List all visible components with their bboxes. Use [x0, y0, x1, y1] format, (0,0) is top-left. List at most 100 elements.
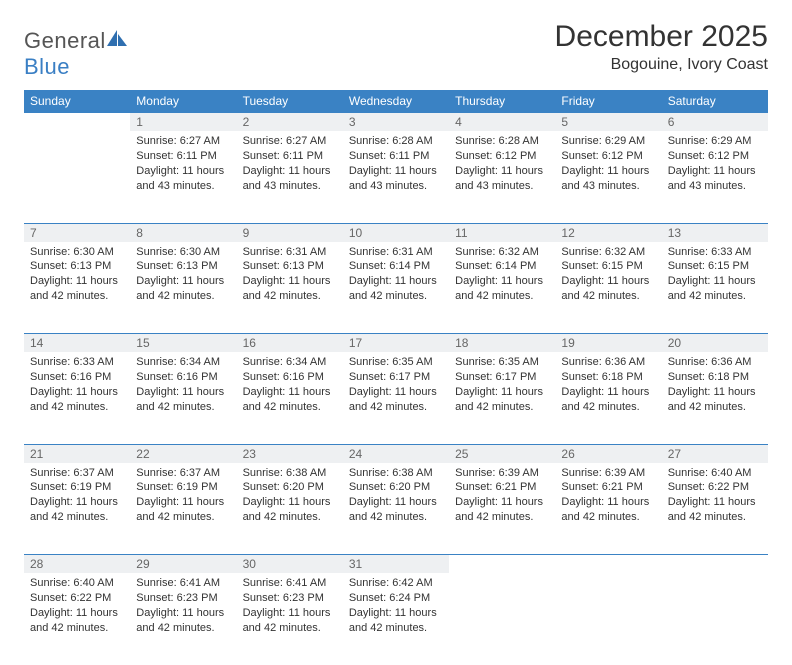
- sunrise-text: Sunrise: 6:32 AM: [455, 245, 549, 260]
- day-cell-content: Sunrise: 6:32 AMSunset: 6:15 PMDaylight:…: [555, 242, 661, 310]
- day-cell: Sunrise: 6:35 AMSunset: 6:17 PMDaylight:…: [449, 352, 555, 444]
- day-cell: Sunrise: 6:31 AMSunset: 6:14 PMDaylight:…: [343, 242, 449, 334]
- day-cell: Sunrise: 6:38 AMSunset: 6:20 PMDaylight:…: [237, 463, 343, 555]
- day-cell-content: Sunrise: 6:28 AMSunset: 6:11 PMDaylight:…: [343, 131, 449, 199]
- sunset-text: Sunset: 6:12 PM: [455, 149, 549, 164]
- day-cell-content: Sunrise: 6:37 AMSunset: 6:19 PMDaylight:…: [130, 463, 236, 531]
- day-cell-content: Sunrise: 6:31 AMSunset: 6:14 PMDaylight:…: [343, 242, 449, 310]
- day-header: Wednesday: [343, 90, 449, 113]
- day-number: 26: [555, 444, 661, 463]
- day-cell: Sunrise: 6:28 AMSunset: 6:11 PMDaylight:…: [343, 131, 449, 223]
- sunrise-text: Sunrise: 6:41 AM: [136, 576, 230, 591]
- sunset-text: Sunset: 6:13 PM: [136, 259, 230, 274]
- daylight-text: Daylight: 11 hours and 43 minutes.: [668, 164, 762, 194]
- day-number: [449, 555, 555, 574]
- day-header: Monday: [130, 90, 236, 113]
- day-cell-content: Sunrise: 6:38 AMSunset: 6:20 PMDaylight:…: [343, 463, 449, 531]
- day-number: 8: [130, 223, 236, 242]
- sunrise-text: Sunrise: 6:35 AM: [455, 355, 549, 370]
- sunset-text: Sunset: 6:16 PM: [136, 370, 230, 385]
- day-number-row: 28293031: [24, 555, 768, 574]
- sunrise-text: Sunrise: 6:41 AM: [243, 576, 337, 591]
- sunset-text: Sunset: 6:16 PM: [243, 370, 337, 385]
- day-cell: Sunrise: 6:35 AMSunset: 6:17 PMDaylight:…: [343, 352, 449, 444]
- week-row: Sunrise: 6:37 AMSunset: 6:19 PMDaylight:…: [24, 463, 768, 555]
- header: GeneralBlue December 2025 Bogouine, Ivor…: [24, 20, 768, 80]
- sunset-text: Sunset: 6:17 PM: [349, 370, 443, 385]
- sunset-text: Sunset: 6:23 PM: [243, 591, 337, 606]
- day-cell: Sunrise: 6:27 AMSunset: 6:11 PMDaylight:…: [130, 131, 236, 223]
- day-number-row: 78910111213: [24, 223, 768, 242]
- day-number: 10: [343, 223, 449, 242]
- daylight-text: Daylight: 11 hours and 42 minutes.: [136, 274, 230, 304]
- day-number: 19: [555, 334, 661, 353]
- day-cell-content: Sunrise: 6:40 AMSunset: 6:22 PMDaylight:…: [24, 573, 130, 641]
- day-cell: [662, 573, 768, 665]
- sunset-text: Sunset: 6:11 PM: [136, 149, 230, 164]
- day-cell: Sunrise: 6:30 AMSunset: 6:13 PMDaylight:…: [24, 242, 130, 334]
- sunrise-text: Sunrise: 6:39 AM: [561, 466, 655, 481]
- day-cell: Sunrise: 6:39 AMSunset: 6:21 PMDaylight:…: [449, 463, 555, 555]
- day-number: 15: [130, 334, 236, 353]
- sunset-text: Sunset: 6:20 PM: [349, 480, 443, 495]
- day-number: 1: [130, 113, 236, 132]
- week-row: Sunrise: 6:40 AMSunset: 6:22 PMDaylight:…: [24, 573, 768, 665]
- sunset-text: Sunset: 6:14 PM: [455, 259, 549, 274]
- day-number: 31: [343, 555, 449, 574]
- day-cell: Sunrise: 6:38 AMSunset: 6:20 PMDaylight:…: [343, 463, 449, 555]
- sunrise-text: Sunrise: 6:35 AM: [349, 355, 443, 370]
- day-header: Saturday: [662, 90, 768, 113]
- sunset-text: Sunset: 6:12 PM: [668, 149, 762, 164]
- day-number: 4: [449, 113, 555, 132]
- day-cell: Sunrise: 6:27 AMSunset: 6:11 PMDaylight:…: [237, 131, 343, 223]
- day-cell: Sunrise: 6:29 AMSunset: 6:12 PMDaylight:…: [662, 131, 768, 223]
- daylight-text: Daylight: 11 hours and 42 minutes.: [668, 495, 762, 525]
- daylight-text: Daylight: 11 hours and 42 minutes.: [243, 606, 337, 636]
- day-cell: Sunrise: 6:41 AMSunset: 6:23 PMDaylight:…: [237, 573, 343, 665]
- day-number: 22: [130, 444, 236, 463]
- week-row: Sunrise: 6:33 AMSunset: 6:16 PMDaylight:…: [24, 352, 768, 444]
- day-cell-content: Sunrise: 6:35 AMSunset: 6:17 PMDaylight:…: [343, 352, 449, 420]
- sunrise-text: Sunrise: 6:32 AM: [561, 245, 655, 260]
- sunset-text: Sunset: 6:18 PM: [668, 370, 762, 385]
- day-cell-content: Sunrise: 6:34 AMSunset: 6:16 PMDaylight:…: [237, 352, 343, 420]
- day-cell-content: Sunrise: 6:27 AMSunset: 6:11 PMDaylight:…: [130, 131, 236, 199]
- sunrise-text: Sunrise: 6:38 AM: [349, 466, 443, 481]
- sunset-text: Sunset: 6:13 PM: [243, 259, 337, 274]
- sunrise-text: Sunrise: 6:28 AM: [455, 134, 549, 149]
- daylight-text: Daylight: 11 hours and 42 minutes.: [243, 274, 337, 304]
- day-number: 29: [130, 555, 236, 574]
- logo-sail-icon: [107, 30, 127, 46]
- location-label: Bogouine, Ivory Coast: [555, 56, 768, 74]
- day-cell: [555, 573, 661, 665]
- daylight-text: Daylight: 11 hours and 42 minutes.: [30, 606, 124, 636]
- day-header: Thursday: [449, 90, 555, 113]
- day-number: 6: [662, 113, 768, 132]
- sunset-text: Sunset: 6:13 PM: [30, 259, 124, 274]
- day-cell: Sunrise: 6:33 AMSunset: 6:15 PMDaylight:…: [662, 242, 768, 334]
- day-cell: Sunrise: 6:32 AMSunset: 6:15 PMDaylight:…: [555, 242, 661, 334]
- day-cell-content: Sunrise: 6:41 AMSunset: 6:23 PMDaylight:…: [130, 573, 236, 641]
- day-number: 17: [343, 334, 449, 353]
- daylight-text: Daylight: 11 hours and 42 minutes.: [349, 274, 443, 304]
- day-cell: Sunrise: 6:33 AMSunset: 6:16 PMDaylight:…: [24, 352, 130, 444]
- day-number: [662, 555, 768, 574]
- day-cell-content: Sunrise: 6:42 AMSunset: 6:24 PMDaylight:…: [343, 573, 449, 641]
- day-cell: Sunrise: 6:34 AMSunset: 6:16 PMDaylight:…: [237, 352, 343, 444]
- sunrise-text: Sunrise: 6:31 AM: [243, 245, 337, 260]
- sunset-text: Sunset: 6:23 PM: [136, 591, 230, 606]
- day-number: 9: [237, 223, 343, 242]
- day-number-row: 123456: [24, 113, 768, 132]
- sunset-text: Sunset: 6:21 PM: [561, 480, 655, 495]
- sunrise-text: Sunrise: 6:34 AM: [243, 355, 337, 370]
- sunrise-text: Sunrise: 6:38 AM: [243, 466, 337, 481]
- day-cell-content: Sunrise: 6:38 AMSunset: 6:20 PMDaylight:…: [237, 463, 343, 531]
- sunset-text: Sunset: 6:11 PM: [243, 149, 337, 164]
- sunset-text: Sunset: 6:12 PM: [561, 149, 655, 164]
- daylight-text: Daylight: 11 hours and 42 minutes.: [455, 385, 549, 415]
- sunset-text: Sunset: 6:20 PM: [243, 480, 337, 495]
- day-cell-content: Sunrise: 6:40 AMSunset: 6:22 PMDaylight:…: [662, 463, 768, 531]
- daylight-text: Daylight: 11 hours and 42 minutes.: [349, 495, 443, 525]
- daylight-text: Daylight: 11 hours and 42 minutes.: [561, 274, 655, 304]
- sunset-text: Sunset: 6:22 PM: [30, 591, 124, 606]
